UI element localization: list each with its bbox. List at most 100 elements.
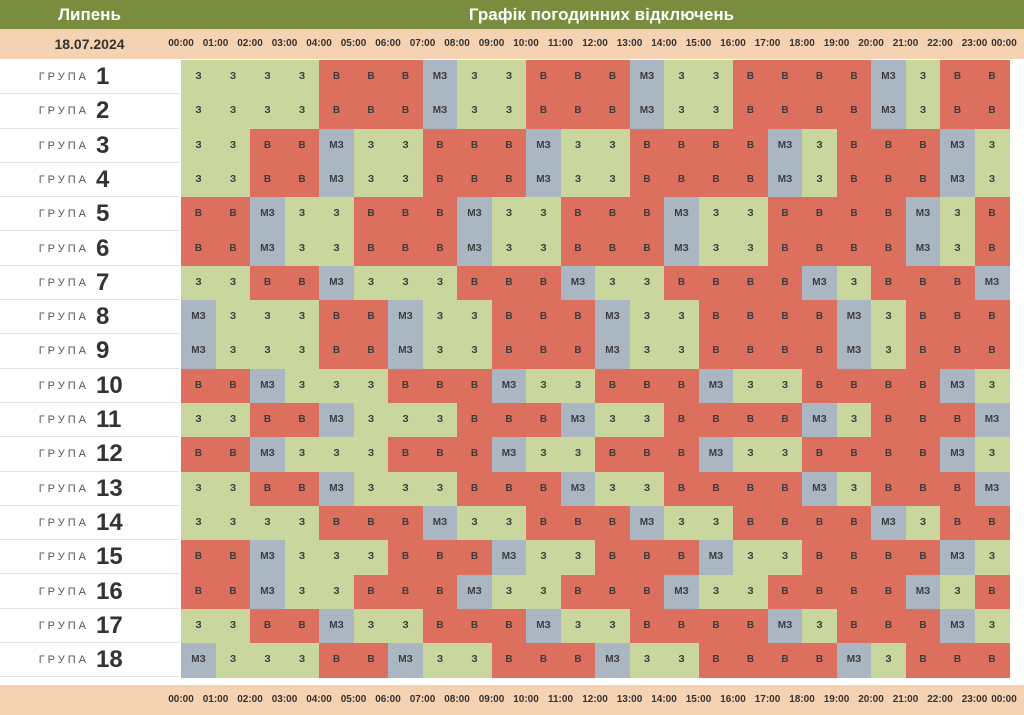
schedule-cell: В [526,643,561,678]
group-word: ГРУПА [38,242,89,255]
schedule-cell: З [457,60,492,95]
group-label-14: ГРУПА 14 [0,506,179,541]
schedule-cell: В [905,608,941,644]
schedule-cell: МЗ [664,574,699,610]
schedule-cell: З [319,197,354,232]
schedule-cell: В [215,368,251,404]
group-label-15: ГРУПА 15 [0,540,179,575]
group-number: 5 [96,200,110,228]
schedule-cell: В [422,128,458,164]
schedule-cell: МЗ [698,540,734,575]
schedule-cell: З [284,540,320,575]
schedule-cell: В [250,162,285,198]
schedule-cell: В [871,197,906,232]
schedule-cell: З [284,300,320,335]
schedule-cell: В [905,540,941,575]
schedule-cell: В [974,231,1010,267]
schedule-cell: З [974,368,1010,404]
schedule-cell: З [353,608,389,644]
schedule-cell: В [905,334,941,370]
top-hour-label: 04:00 [306,38,332,49]
schedule-cell: В [353,94,389,130]
schedule-cell: З [905,60,941,95]
schedule-cell: В [905,368,941,404]
schedule-cell: МЗ [905,574,941,610]
bottom-hour-label: 17:00 [754,694,781,705]
schedule-cell: МЗ [802,403,837,438]
schedule-cell: В [629,231,665,267]
bottom-hour-label: 18:00 [789,694,815,705]
schedule-cell: З [526,231,561,267]
schedule-cell: В [802,643,837,678]
schedule-cell: В [560,574,596,610]
schedule-cell: В [629,540,665,575]
schedule-cell: З [526,368,561,404]
group-label-6: ГРУПА 6 [0,232,179,266]
schedule-cell: В [836,197,872,232]
schedule-cell: В [698,403,734,438]
schedule-cell: З [284,231,320,267]
schedule-cell: В [698,300,734,335]
schedule-cell: МЗ [629,60,665,95]
schedule-cell: МЗ [905,197,941,232]
schedule-cell: В [595,437,630,473]
schedule-cell: В [284,265,320,301]
schedule-cell: В [388,574,423,610]
schedule-cell: В [457,471,492,507]
schedule-cell: В [284,128,320,164]
schedule-cell: З [802,128,837,164]
schedule-cell: З [181,265,216,301]
schedule-cell: З [319,574,354,610]
schedule-cell: В [940,403,975,438]
schedule-cell: В [491,300,527,335]
schedule-cell: В [353,505,389,541]
schedule-cell: МЗ [940,540,975,575]
schedule-cell: В [595,505,630,541]
schedule-cell: В [526,471,561,507]
schedule-cell: В [733,334,768,370]
schedule-cell: В [388,540,423,575]
schedule-cell: З [284,505,320,541]
schedule-cell: В [353,643,389,678]
schedule-cell: В [974,300,1010,335]
schedule-cell: З [629,643,665,678]
schedule-cell: З [422,471,458,507]
schedule-cell: В [353,197,389,232]
schedule-cell: З [319,231,354,267]
schedule-cell: В [698,643,734,678]
schedule-cell: В [836,231,872,267]
schedule-cell: МЗ [940,368,975,404]
schedule-cell: МЗ [871,505,906,541]
schedule-cell: В [319,505,354,541]
top-hour-label: 12:00 [582,38,608,49]
schedule-cell: З [250,94,285,130]
schedule-cell: В [629,574,665,610]
schedule-cell: В [595,574,630,610]
schedule-cell: В [733,643,768,678]
top-hour-label: 20:00 [858,38,884,49]
schedule-cell: З [733,231,768,267]
hours-header-top: 18.07.2024 00:00 01:00 02:00 03:00 04:00 05:0… [0,29,1024,59]
schedule-cell: В [940,60,975,95]
schedule-cell: З [629,334,665,370]
schedule-cell: В [802,574,837,610]
schedule-cell: МЗ [250,574,285,610]
bottom-hour-label: 21:00 [892,694,919,705]
schedule-cell: З [595,265,630,301]
group-number: 15 [96,543,123,571]
group-word: ГРУПА [38,482,89,495]
schedule-cell: В [974,574,1010,610]
schedule-cell: В [388,231,423,267]
group-number: 3 [96,131,110,159]
schedule-cell: В [284,471,320,507]
schedule-cell: В [871,437,906,473]
schedule-cell: В [629,162,665,198]
schedule-cell: В [974,94,1010,130]
schedule-cell: З [526,437,561,473]
bottom-hour-label: 11:00 [547,694,574,705]
schedule-cell: В [422,437,458,473]
schedule-cell: В [353,334,389,370]
group-label-17: ГРУПА 17 [0,609,179,644]
schedule-cell: З [181,60,216,95]
schedule-cell: З [664,60,699,95]
